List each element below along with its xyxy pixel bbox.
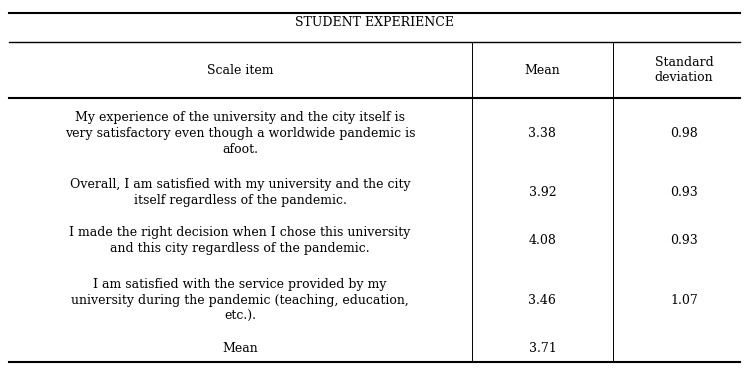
Text: 0.98: 0.98 <box>670 126 698 140</box>
Text: 3.71: 3.71 <box>529 342 557 355</box>
Text: 0.93: 0.93 <box>670 234 698 248</box>
Text: Mean: Mean <box>222 342 258 355</box>
Text: Scale item: Scale item <box>207 64 273 77</box>
Text: I am satisfied with the service provided by my
university during the pandemic (t: I am satisfied with the service provided… <box>71 278 409 322</box>
Text: 3.46: 3.46 <box>529 294 557 306</box>
Text: 4.08: 4.08 <box>529 234 557 248</box>
Text: STUDENT EXPERIENCE: STUDENT EXPERIENCE <box>295 16 454 29</box>
Text: 1.07: 1.07 <box>670 294 698 306</box>
Text: 3.92: 3.92 <box>529 186 557 199</box>
Text: 0.93: 0.93 <box>670 186 698 199</box>
Text: I made the right decision when I chose this university
and this city regardless : I made the right decision when I chose t… <box>70 226 411 255</box>
Text: Standard
deviation: Standard deviation <box>655 56 714 84</box>
Text: 3.38: 3.38 <box>529 126 557 140</box>
Text: My experience of the university and the city itself is
very satisfactory even th: My experience of the university and the … <box>65 111 416 156</box>
Text: Mean: Mean <box>524 64 560 77</box>
Text: Overall, I am satisfied with my university and the city
itself regardless of the: Overall, I am satisfied with my universi… <box>70 178 410 207</box>
